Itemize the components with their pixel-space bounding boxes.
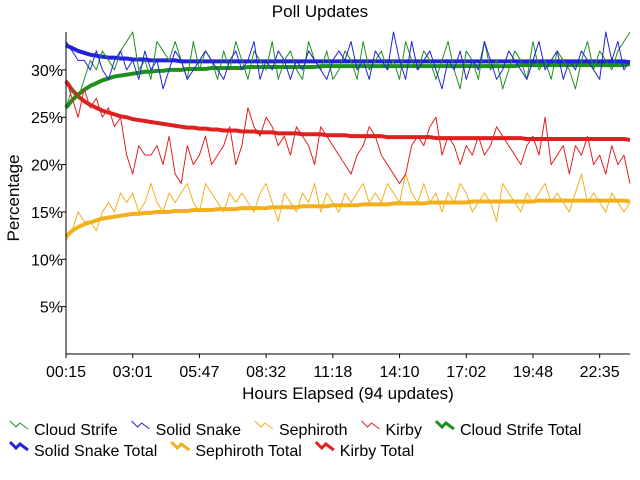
y-tick-label: 10% bbox=[31, 252, 63, 269]
x-tick-label: 17:02 bbox=[446, 364, 486, 381]
legend-label: Cloud Strife Total bbox=[460, 422, 582, 439]
legend-swatch bbox=[361, 420, 380, 430]
legend-item-kirby-total: Kirby Total bbox=[314, 440, 414, 460]
chart-axes bbox=[65, 32, 630, 355]
y-tick-label: 20% bbox=[31, 158, 63, 175]
plot-series bbox=[64, 31, 631, 241]
y-tick-labels: 5% 10% 15% 20% 25% 30% bbox=[31, 63, 66, 317]
legend-item-kirby: Kirby bbox=[361, 420, 422, 439]
x-tick-label: 22:35 bbox=[580, 364, 620, 381]
series-line-solid-snake bbox=[65, 31, 631, 90]
legend-label: Kirby Total bbox=[340, 443, 414, 460]
y-tick-label: 25% bbox=[31, 110, 63, 127]
series-line-cloud-strife bbox=[65, 31, 631, 108]
x-tick-labels: 00:15 03:01 05:47 08:32 11:18 14:10 17:02 19:48… bbox=[46, 354, 620, 381]
legend-item-sephiroth: Sephiroth bbox=[254, 420, 348, 439]
series-line-sephiroth-total bbox=[64, 198, 631, 239]
legend-label: Solid Snake Total bbox=[34, 443, 157, 460]
x-axis-label: Hours Elapsed (94 updates) bbox=[242, 384, 454, 403]
legend-swatch bbox=[434, 419, 455, 431]
legend-swatch bbox=[131, 420, 150, 430]
legend-label: Sephiroth Total bbox=[195, 443, 301, 460]
x-tick-label: 14:10 bbox=[380, 364, 420, 381]
y-tick-label: 5% bbox=[40, 300, 63, 317]
legend-label: Solid Snake bbox=[156, 422, 241, 439]
legend-swatch bbox=[8, 440, 29, 452]
series-line-solid-snake-total bbox=[65, 43, 631, 65]
y-tick-label: 30% bbox=[31, 63, 63, 80]
x-tick-label: 05:47 bbox=[179, 364, 219, 381]
chart-legend: Cloud Strife Solid Snake Sephiroth Kirby Clo… bbox=[8, 419, 582, 460]
series-line-kirby bbox=[65, 79, 631, 185]
legend-item-solid-snake-total: Solid Snake Total bbox=[8, 440, 157, 460]
series-line-sephiroth bbox=[65, 173, 631, 241]
y-tick-label: 15% bbox=[31, 205, 63, 222]
legend-item-sephiroth-total: Sephiroth Total bbox=[170, 440, 302, 460]
x-tick-label: 03:01 bbox=[113, 364, 153, 381]
legend-label: Sephiroth bbox=[279, 422, 348, 439]
legend-swatch bbox=[9, 420, 29, 430]
series-line-cloud-strife-total bbox=[64, 62, 631, 110]
legend-swatch bbox=[170, 440, 191, 452]
legend-item-solid-snake: Solid Snake bbox=[131, 420, 241, 439]
legend-swatch bbox=[314, 440, 335, 452]
legend-label: Cloud Strife bbox=[34, 422, 118, 439]
x-tick-label: 08:32 bbox=[246, 364, 286, 381]
legend-item-cloud-strife: Cloud Strife bbox=[9, 420, 118, 439]
series-line-kirby-total bbox=[64, 80, 631, 142]
legend-swatch bbox=[254, 420, 274, 430]
x-tick-label: 11:18 bbox=[313, 364, 352, 381]
x-tick-label: 00:15 bbox=[46, 364, 86, 381]
legend-item-cloud-strife-total: Cloud Strife Total bbox=[434, 419, 582, 439]
legend-label: Kirby bbox=[385, 422, 421, 439]
chart-title: Poll Updates bbox=[272, 2, 368, 21]
y-axis-label: Percentage bbox=[4, 155, 23, 242]
x-tick-label: 19:48 bbox=[513, 364, 553, 381]
